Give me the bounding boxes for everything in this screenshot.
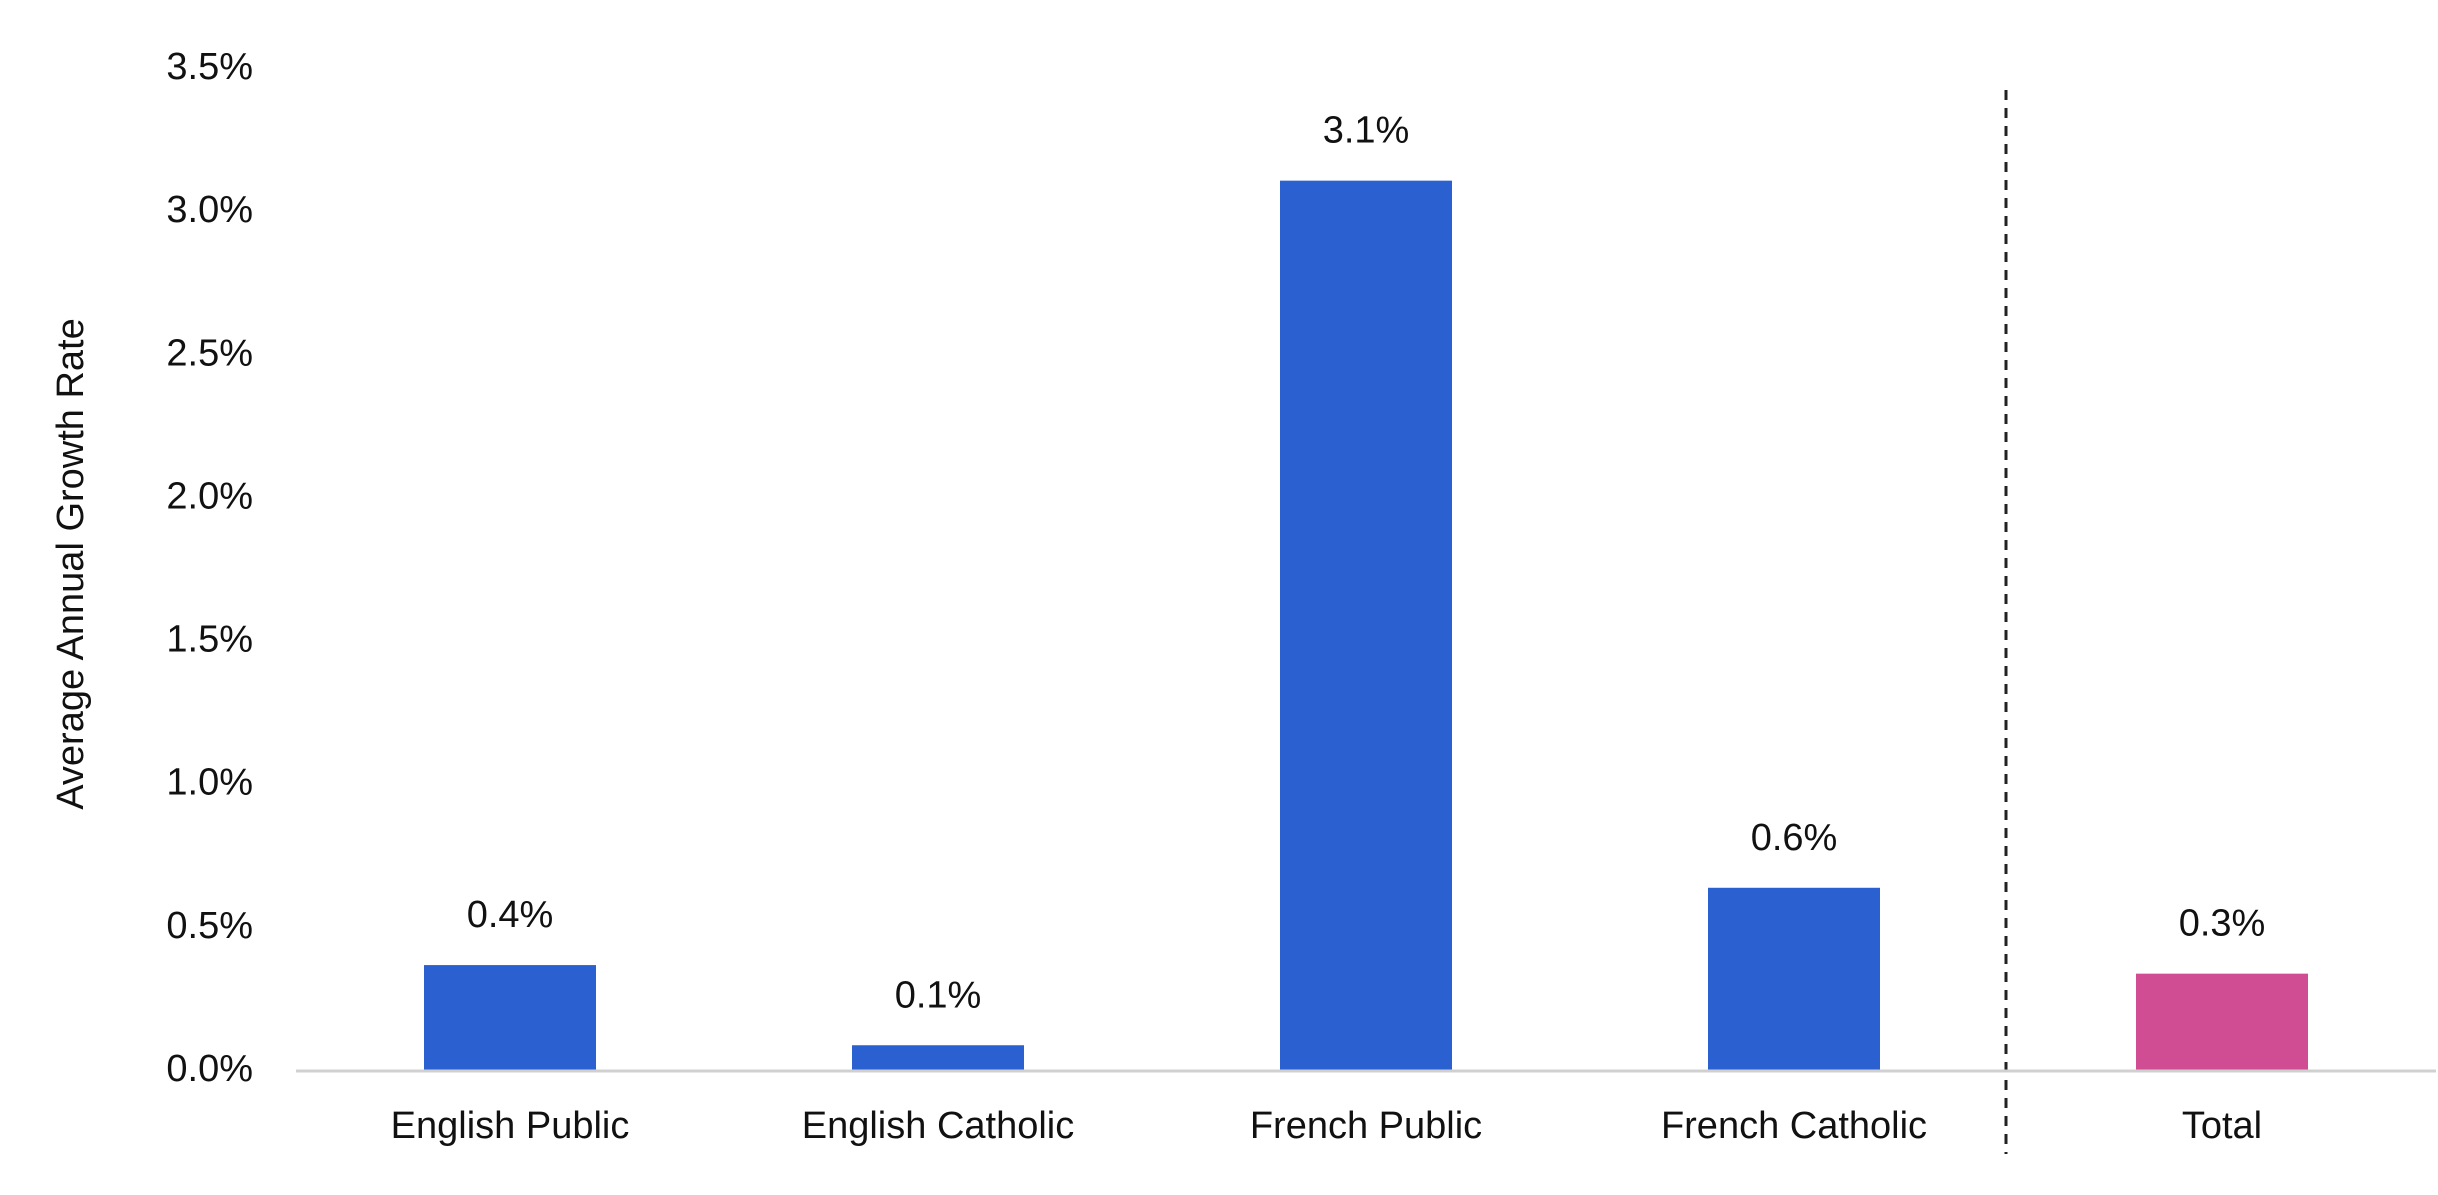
y-tick-label: 3.5% bbox=[166, 46, 253, 88]
data-label: 0.6% bbox=[1751, 817, 1838, 859]
x-tick-label: French Catholic bbox=[1661, 1105, 1927, 1147]
bar bbox=[1280, 180, 1452, 1071]
y-tick-label: 1.0% bbox=[166, 762, 253, 804]
y-tick-label: 2.0% bbox=[166, 475, 253, 517]
y-tick-label: 3.0% bbox=[166, 189, 253, 231]
bar bbox=[852, 1045, 1024, 1071]
x-tick-label: French Public bbox=[1250, 1105, 1482, 1147]
y-tick-label: 0.0% bbox=[166, 1048, 253, 1090]
y-axis-title: Average Annual Growth Rate bbox=[50, 318, 92, 810]
x-tick-label: English Public bbox=[391, 1105, 630, 1147]
x-tick-label: English Catholic bbox=[802, 1105, 1074, 1147]
bar bbox=[2136, 973, 2308, 1071]
data-label: 0.1% bbox=[895, 974, 982, 1016]
y-tick-label: 1.5% bbox=[166, 619, 253, 661]
data-label: 3.1% bbox=[1323, 110, 1410, 152]
data-label: 0.4% bbox=[467, 894, 554, 936]
bar bbox=[424, 965, 596, 1071]
bar bbox=[1708, 887, 1880, 1071]
x-tick-label: Total bbox=[2182, 1105, 2262, 1147]
y-tick-label: 0.5% bbox=[166, 905, 253, 947]
data-label: 0.3% bbox=[2179, 903, 2266, 945]
y-tick-label: 2.5% bbox=[166, 332, 253, 374]
